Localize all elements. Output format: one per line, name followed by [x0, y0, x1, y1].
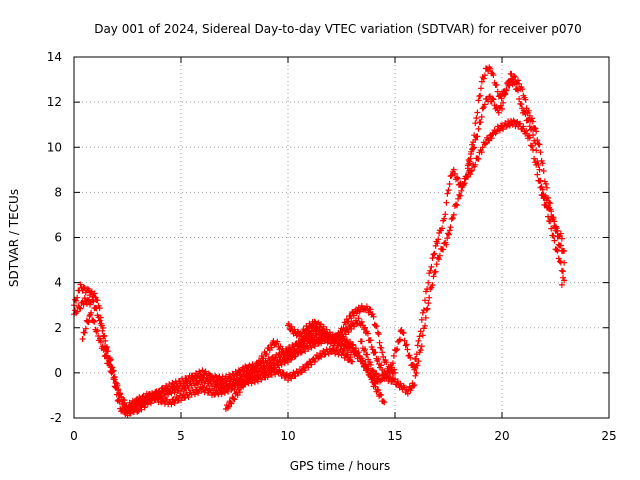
x-tick-label: 0: [70, 429, 78, 443]
x-tick-label: 5: [177, 429, 185, 443]
series-marks: [357, 117, 568, 385]
series-track-f: [357, 117, 568, 385]
y-tick-label: 8: [54, 185, 62, 199]
x-axis-label: GPS time / hours: [290, 459, 391, 473]
y-tick-label: -2: [50, 411, 62, 425]
chart-title: Day 001 of 2024, Sidereal Day-to-day VTE…: [94, 22, 582, 36]
series-track-e: [285, 315, 420, 397]
series-track-d: [222, 302, 398, 412]
x-tick-label: 10: [280, 429, 295, 443]
y-tick-label: 14: [47, 50, 62, 64]
y-tick-label: 12: [47, 95, 62, 109]
series-track-h: [464, 70, 568, 288]
x-tick-label: 25: [601, 429, 616, 443]
y-tick-label: 2: [54, 321, 62, 335]
series-marks: [79, 309, 356, 412]
x-tick-label: 15: [387, 429, 402, 443]
data-points: [71, 64, 568, 419]
series-marks: [411, 64, 568, 370]
y-tick-label: 6: [54, 231, 62, 245]
series-marks: [285, 315, 420, 397]
axes: 0 5 10 15 20 25 -2 0 2 4 6 8 10 12 14: [47, 50, 617, 443]
series-track-c: [79, 309, 356, 412]
series-track-g: [411, 64, 568, 370]
y-tick-label: 4: [54, 276, 62, 290]
y-axis-label: SDTVAR / TECUs: [7, 189, 21, 287]
series-marks: [222, 302, 398, 412]
x-tick-label: 20: [494, 429, 509, 443]
series-marks: [464, 70, 568, 288]
y-tick-label: 0: [54, 366, 62, 380]
y-tick-label: 10: [47, 140, 62, 154]
